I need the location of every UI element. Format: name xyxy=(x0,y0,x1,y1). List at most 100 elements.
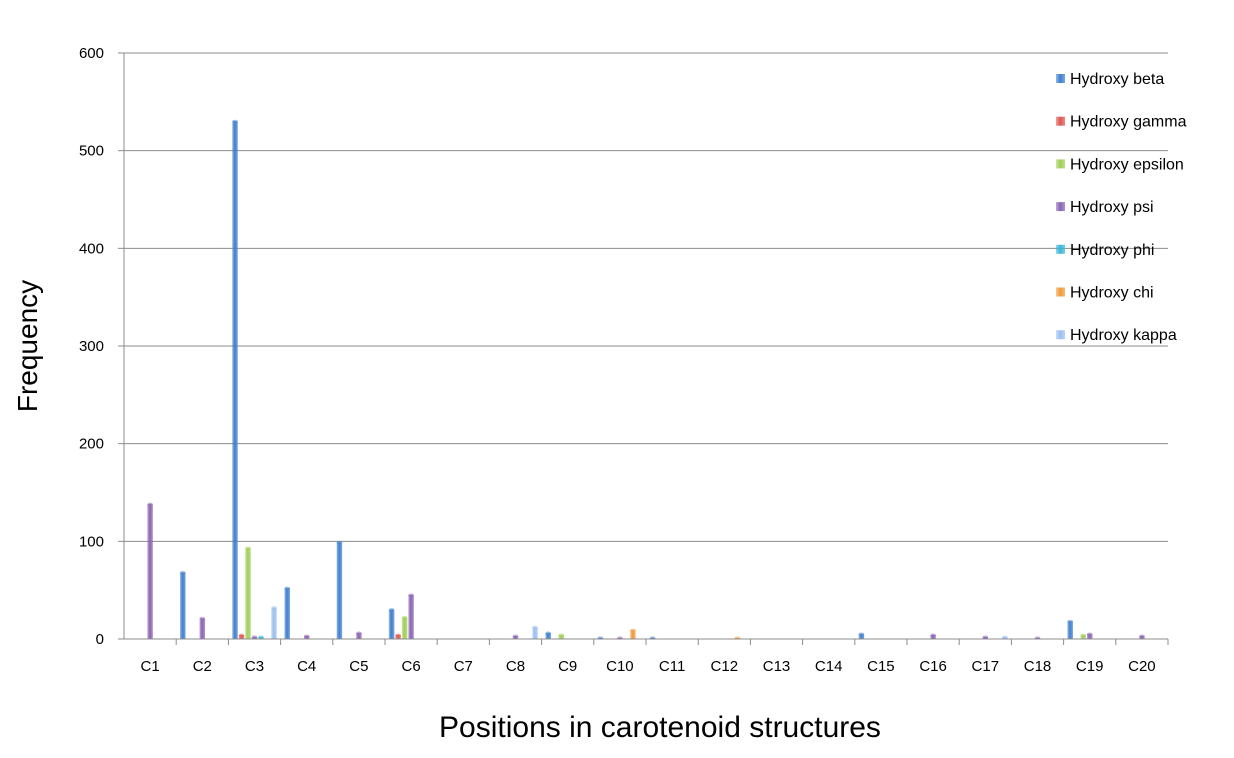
bar-cap xyxy=(180,570,186,575)
bar-cap xyxy=(545,631,551,635)
bar-cap xyxy=(1139,634,1145,638)
bar-hydroxy-kappa-c3 xyxy=(271,607,277,639)
gridlines xyxy=(124,52,1168,542)
bar-cap xyxy=(336,540,343,544)
bar-cap xyxy=(245,546,251,550)
x-tick-label: C19 xyxy=(1076,658,1104,675)
bar-hydroxy-beta-c15 xyxy=(858,634,865,639)
x-tick-label: C16 xyxy=(919,658,947,675)
bar-hydroxy-beta-c9 xyxy=(545,633,551,639)
bar-hydroxy-beta-c5 xyxy=(336,542,343,639)
bar-cap xyxy=(356,631,362,635)
bar-cap xyxy=(930,633,936,637)
y-tick-label: 0 xyxy=(96,631,104,648)
legend-label: Hydroxy kappa xyxy=(1070,327,1177,344)
y-tick-label: 300 xyxy=(79,338,104,355)
legend-swatch xyxy=(1056,202,1065,212)
x-tick-label: C15 xyxy=(867,658,895,675)
x-tick-label: C4 xyxy=(297,658,316,675)
bar-cap xyxy=(232,119,238,123)
bar-cap xyxy=(199,616,206,621)
x-tick-label: C13 xyxy=(763,658,791,675)
bar-hydroxy-beta-c19 xyxy=(1067,621,1073,639)
bar-cap xyxy=(271,606,277,610)
legend: Hydroxy beta Hydroxy gamma Hydroxy epsilon… xyxy=(1056,71,1187,344)
bar-cap xyxy=(238,633,245,637)
bar-cap xyxy=(303,634,310,638)
axes xyxy=(118,52,1169,645)
legend-swatch xyxy=(1056,116,1065,126)
x-tick-label: C12 xyxy=(711,658,739,675)
x-tick-label: C18 xyxy=(1024,658,1052,675)
bar-cap xyxy=(395,633,401,637)
bar-hydroxy-epsilon-c9 xyxy=(558,635,564,639)
bar-cap xyxy=(982,635,989,639)
bar-cap xyxy=(1086,632,1093,636)
bar-cap xyxy=(258,635,264,639)
x-tick-label: C20 xyxy=(1128,658,1156,675)
legend-label: Hydroxy epsilon xyxy=(1070,156,1184,173)
bar-cap xyxy=(284,586,290,590)
x-tick-label: C7 xyxy=(454,658,473,675)
bar-hydroxy-psi-c2 xyxy=(199,618,206,639)
legend-label: Hydroxy beta xyxy=(1070,71,1164,88)
y-tick-label: 500 xyxy=(79,143,104,160)
x-tick-label: C10 xyxy=(606,658,634,675)
x-tick-label: C17 xyxy=(972,658,1000,675)
x-tick-label: C3 xyxy=(245,658,264,675)
x-tick-label: C5 xyxy=(349,658,368,675)
bars xyxy=(147,119,1145,640)
y-tick-label: 400 xyxy=(79,240,104,257)
y-axis-title: Frequency xyxy=(12,280,43,412)
bar-hydroxy-beta-c2 xyxy=(180,572,186,639)
x-tick-label: C1 xyxy=(141,658,160,675)
legend-swatch xyxy=(1056,244,1065,254)
x-tick-label: C14 xyxy=(815,658,843,675)
bar-cap xyxy=(630,628,636,632)
legend-label: Hydroxy psi xyxy=(1070,199,1154,216)
bar-hydroxy-beta-c3 xyxy=(232,121,238,639)
bar-hydroxy-epsilon-c6 xyxy=(401,617,408,639)
bar-cap xyxy=(532,625,538,629)
x-axis-title: Positions in carotenoid structures xyxy=(439,711,881,744)
bar-hydroxy-beta-c4 xyxy=(284,588,290,639)
x-tick-label: C8 xyxy=(506,658,525,675)
bar-cap xyxy=(388,608,395,612)
legend-label: Hydroxy phi xyxy=(1070,242,1154,259)
y-tick-label: 200 xyxy=(79,436,104,453)
legend-label: Hydroxy chi xyxy=(1070,285,1154,302)
bar-cap xyxy=(1002,635,1008,639)
y-tick-label: 600 xyxy=(79,45,104,62)
bar-hydroxy-psi-c6 xyxy=(408,595,414,639)
bar-cap xyxy=(858,632,865,636)
x-tick-label: C11 xyxy=(659,658,685,675)
bar-cap xyxy=(512,634,519,638)
x-tick-label: C2 xyxy=(193,658,212,675)
y-tick-labels: 0 100 200 300 400 500 600 xyxy=(79,45,104,648)
bar-hydroxy-chi-c10 xyxy=(630,630,636,639)
bar-hydroxy-psi-c16 xyxy=(930,635,936,639)
bar-hydroxy-gamma-c3 xyxy=(238,635,245,639)
bar-hydroxy-kappa-c8 xyxy=(532,627,538,639)
legend-swatch xyxy=(1056,287,1065,297)
bar-hydroxy-psi-c19 xyxy=(1086,634,1093,639)
x-tick-labels: C1 C2 C3 C4 C5 C6 C7 C8 C9 C10 C11 C12 C13 C14 C15 C16 C… xyxy=(141,658,1156,675)
bar-cap xyxy=(1067,619,1073,624)
legend-swatch xyxy=(1056,159,1065,169)
bar-hydroxy-epsilon-c3 xyxy=(245,548,251,639)
bar-cap xyxy=(1080,633,1086,637)
bar-cap xyxy=(558,633,564,637)
bar-cap xyxy=(147,502,153,506)
bar-hydroxy-psi-c5 xyxy=(356,633,362,639)
bar-hydroxy-beta-c6 xyxy=(388,609,395,639)
bar-cap xyxy=(251,635,258,639)
bar-hydroxy-gamma-c6 xyxy=(395,635,401,639)
bar-cap xyxy=(408,593,414,597)
bar-hydroxy-epsilon-c19 xyxy=(1080,635,1086,639)
legend-label: Hydroxy gamma xyxy=(1070,114,1187,131)
bar-hydroxy-psi-c1 xyxy=(147,504,153,639)
bar-cap xyxy=(401,615,408,620)
y-tick-label: 100 xyxy=(79,533,104,550)
legend-swatch xyxy=(1056,74,1065,83)
